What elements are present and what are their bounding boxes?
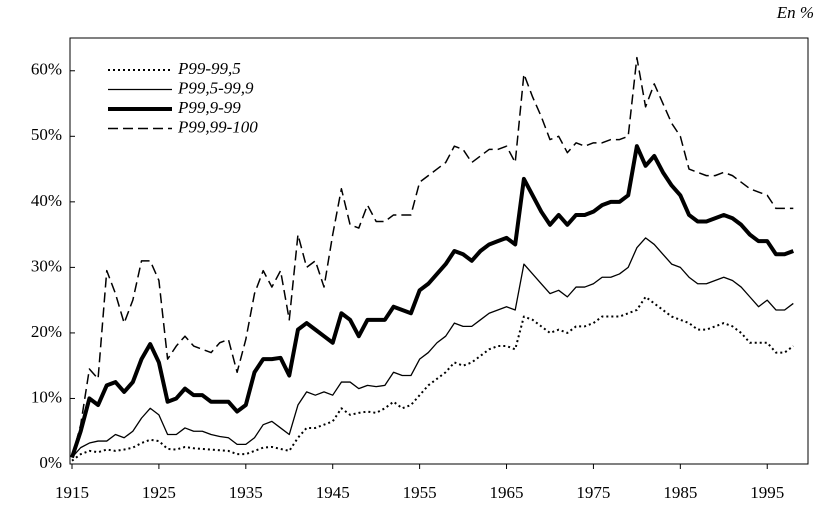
x-tick-label: 1955: [403, 483, 437, 502]
series-line: [71, 295, 794, 462]
series-line: [71, 237, 794, 458]
legend-label: P99-99,5: [177, 59, 241, 78]
x-tick-label: 1995: [750, 483, 784, 502]
y-tick-label: 60%: [31, 60, 62, 79]
annotation: En %: [776, 3, 814, 22]
legend-label: P99,9-99: [177, 98, 241, 117]
x-tick-label: 1915: [55, 483, 89, 502]
x-tick-label: 1965: [490, 483, 524, 502]
y-tick-label: 50%: [31, 125, 62, 144]
x-tick-label: 1925: [142, 483, 176, 502]
x-tick-label: 1935: [229, 483, 263, 502]
plot-frame: [69, 37, 809, 465]
y-tick-label: 10%: [31, 387, 62, 406]
legend-label: P99,99-100: [177, 117, 258, 136]
x-tick-label: 1975: [576, 483, 610, 502]
y-tick-label: 20%: [31, 322, 62, 341]
x-tick-label: 1945: [316, 483, 350, 502]
legend-label: P99,5-99,9: [177, 78, 254, 97]
y-tick-label: 40%: [31, 191, 62, 210]
y-tick-label: 30%: [31, 256, 62, 275]
x-tick-label: 1985: [663, 483, 697, 502]
y-tick-label: 0%: [39, 453, 62, 472]
series-line: [70, 144, 795, 459]
series-line: [71, 56, 794, 458]
